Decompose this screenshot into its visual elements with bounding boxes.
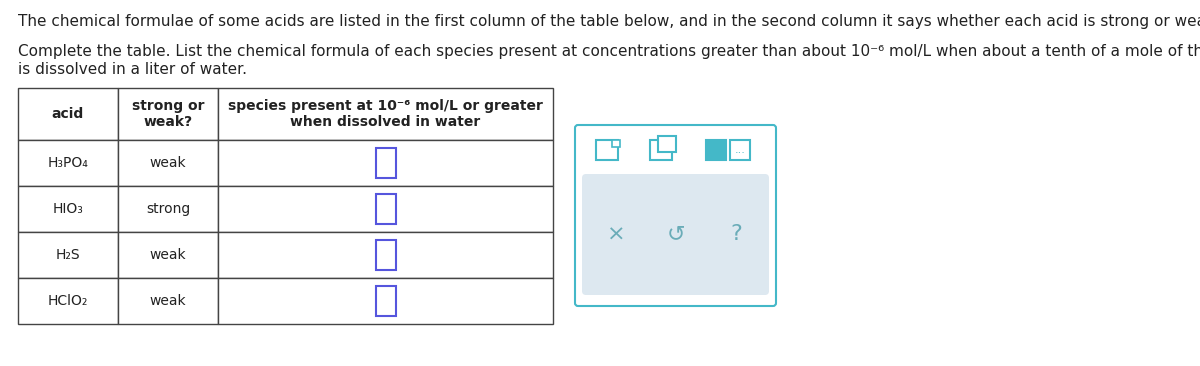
Text: ×: × [607,224,625,244]
Bar [376,286,396,316]
Text: species present at 10⁻⁶ mol/L or greater
when dissolved in water: species present at 10⁻⁶ mol/L or greater… [228,99,542,129]
Text: weak: weak [150,156,186,170]
Bar [118,232,218,278]
Bar [376,148,396,178]
Text: is dissolved in a liter of water.: is dissolved in a liter of water. [18,62,247,77]
Text: H₂S: H₂S [55,248,80,262]
Bar [218,278,553,324]
Bar [18,278,118,324]
Bar [658,136,676,152]
Text: weak: weak [150,248,186,262]
Bar [218,232,553,278]
Text: strong or
weak?: strong or weak? [132,99,204,129]
Text: The chemical formulae of some acids are listed in the first column of the table : The chemical formulae of some acids are … [18,14,1200,29]
Bar [650,140,672,160]
Bar [18,140,118,186]
Bar [18,88,118,140]
Bar [218,88,553,140]
Bar [218,140,553,186]
Text: Complete the table. List the chemical formula of each species present at concent: Complete the table. List the chemical fo… [18,44,1200,59]
Bar [118,278,218,324]
Bar [118,186,218,232]
Bar [376,240,396,270]
Bar [218,186,553,232]
Text: HIO₃: HIO₃ [53,202,84,216]
Bar [118,88,218,140]
Bar [612,140,620,147]
Bar [18,186,118,232]
Text: H₃PO₄: H₃PO₄ [48,156,89,170]
Text: HClO₂: HClO₂ [48,294,88,308]
Text: acid: acid [52,107,84,121]
Text: ...: ... [734,145,745,155]
Bar [596,140,618,160]
Bar [376,194,396,224]
Bar [706,140,726,160]
Text: weak: weak [150,294,186,308]
Text: ?: ? [730,224,742,244]
Text: ↺: ↺ [667,224,685,244]
Bar [730,140,750,160]
Bar [18,232,118,278]
FancyBboxPatch shape [582,174,769,295]
Bar [118,140,218,186]
FancyBboxPatch shape [575,125,776,306]
Text: strong: strong [146,202,190,216]
